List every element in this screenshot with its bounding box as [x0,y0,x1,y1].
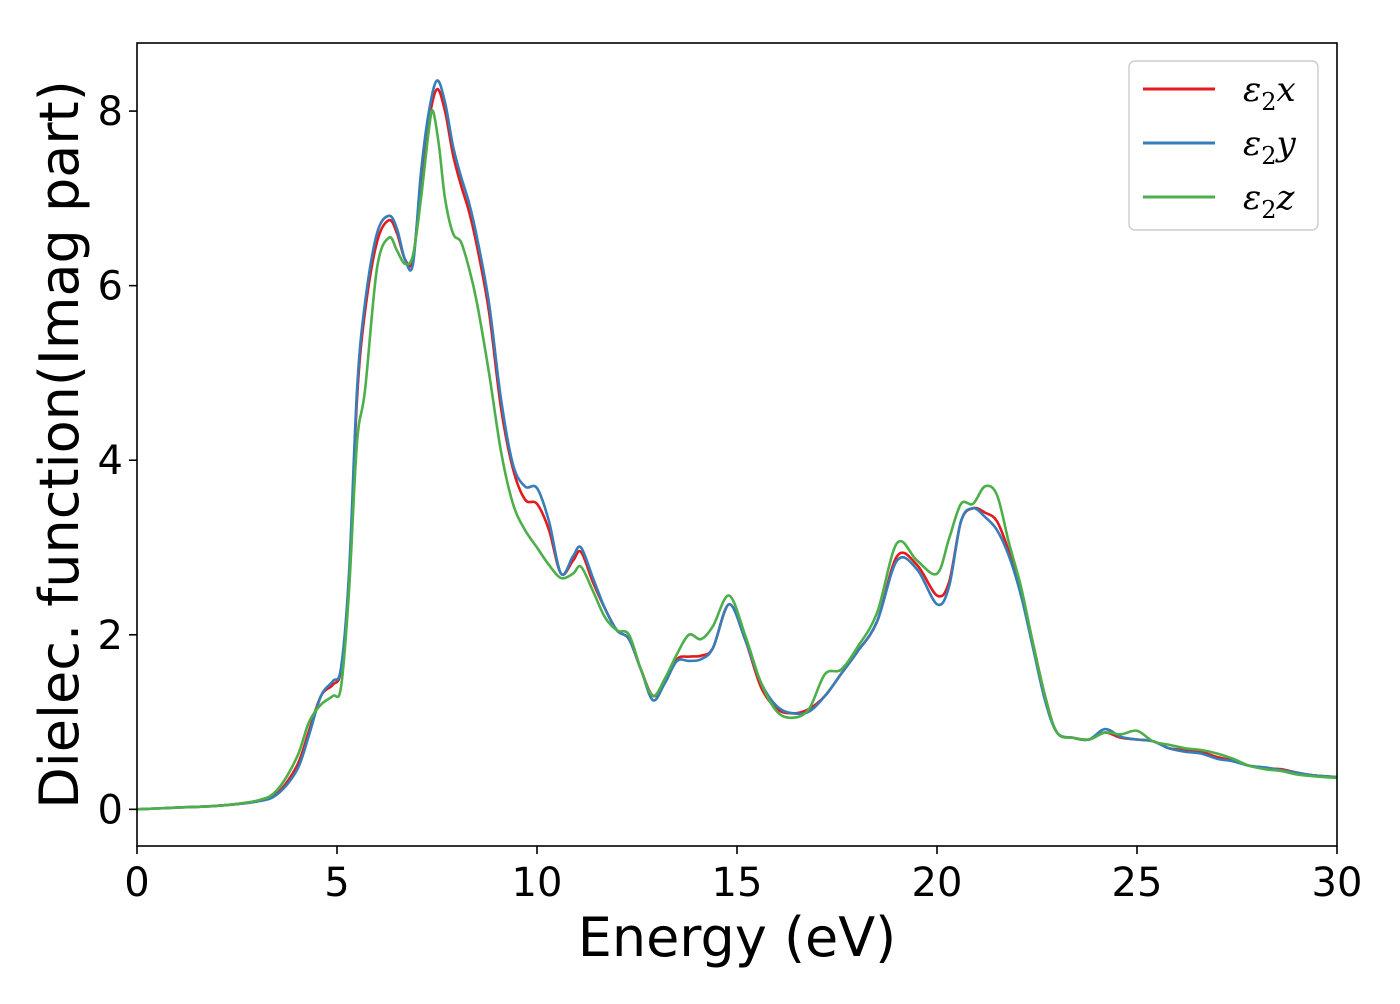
x-axis-title: Energy (eV) [578,906,897,969]
x-tick-label: 15 [712,860,763,906]
x-tick-label: 30 [1312,860,1363,906]
legend-label-z: ε2z [1243,178,1296,224]
x-tick-label: 20 [912,860,963,906]
y-tick-label: 6 [98,264,123,310]
y-axis-title: Dielec. function(Imag part) [28,80,91,809]
series-line-z [137,109,1337,811]
legend-label-x: ε2x [1243,70,1296,116]
x-tick-label: 25 [1112,860,1163,906]
y-tick-label: 8 [98,89,123,135]
series-line-y [137,79,1337,811]
series-layer [137,79,1337,811]
x-tick-label: 10 [512,860,563,906]
y-axis: 0 2 4 6 8 [98,89,137,833]
x-tick-label: 5 [324,860,349,906]
x-tick-label: 0 [124,860,149,906]
x-axis: 0 5 10 15 20 25 30 [124,846,1362,906]
y-tick-label: 2 [98,613,123,659]
y-tick-label: 0 [98,787,123,833]
y-tick-label: 4 [98,438,123,484]
legend-box [1128,60,1319,231]
legend: ε2x ε2y ε2z [1128,60,1319,231]
legend-label-y: ε2y [1243,124,1297,170]
